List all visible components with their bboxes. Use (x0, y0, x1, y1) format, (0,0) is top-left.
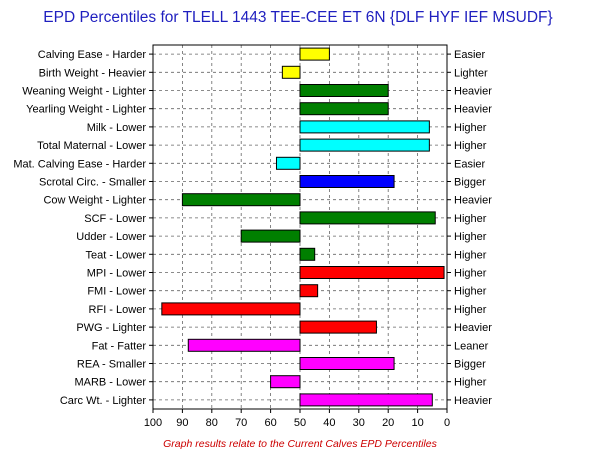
trait-right-label: Higher (454, 268, 487, 280)
bar-rfi-lower (161, 302, 301, 316)
bar-marb-lower (270, 375, 301, 389)
bar-milk-lower (299, 120, 430, 134)
trait-right-label: Higher (454, 140, 487, 152)
x-tick-label: 50 (294, 417, 306, 429)
x-tick-label: 80 (206, 417, 218, 429)
trait-right-label: Higher (454, 231, 487, 243)
bar-calving-ease-harder (299, 47, 330, 61)
chart-title: EPD Percentiles for TLELL 1443 TEE-CEE E… (43, 9, 552, 26)
trait-right-label: Higher (454, 122, 487, 134)
bar-rea-smaller (299, 357, 395, 370)
trait-right-label: Higher (454, 286, 487, 298)
trait-right-label: Bigger (454, 359, 486, 371)
bars (161, 47, 445, 407)
x-axis-ticks: 100 90 80 70 60 50 40 30 20 10 0 (144, 53, 451, 429)
trait-right-label: Heavier (454, 104, 492, 116)
trait-left-label: Yearling Weight - Lighter (26, 104, 146, 116)
x-tick-label: 100 (144, 417, 162, 429)
trait-left-label: Cow Weight - Lighter (43, 195, 146, 207)
trait-right-label: Higher (454, 249, 487, 261)
bar-udder-lower (240, 229, 301, 243)
trait-left-label: Scrotal Circ. - Smaller (39, 177, 146, 189)
trait-left-label: Weaning Weight - Lighter (22, 86, 146, 98)
trait-right-label: Heavier (454, 395, 492, 407)
trait-left-label: Mat. Calving Ease - Harder (13, 158, 146, 170)
trait-left-label: Teat - Lower (85, 249, 146, 261)
trait-left-label: Milk - Lower (87, 122, 147, 134)
bar-birth-weight-heavier (281, 65, 301, 79)
trait-right-label: Heavier (454, 86, 492, 98)
trait-right-label: Higher (454, 304, 487, 316)
trait-left-label: Calving Ease - Harder (38, 49, 147, 61)
bar-mat-calving-ease-harder (275, 156, 301, 170)
trait-left-label: FMI - Lower (87, 286, 146, 298)
trait-right-label: Leaner (454, 340, 489, 352)
trait-left-label: Carc Wt. - Lighter (60, 395, 147, 407)
trait-left-label: Birth Weight - Heavier (39, 67, 147, 79)
trait-right-label: Heavier (454, 322, 492, 334)
trait-left-label: REA - Smaller (77, 359, 146, 371)
trait-left-label: MARB - Lower (74, 377, 146, 389)
trait-right-label: Easier (454, 158, 486, 170)
bar-teat-lower (299, 247, 316, 261)
chart-footnote: Graph results relate to the Current Calv… (163, 438, 437, 450)
trait-left-label: RFI - Lower (89, 304, 147, 316)
trait-left-label: Udder - Lower (76, 231, 146, 243)
bar-carc-wt-lighter (299, 393, 433, 407)
x-tick-label: 30 (353, 417, 365, 429)
bar-scrotal-circ-smaller (299, 175, 395, 188)
trait-right-label: Easier (454, 49, 486, 61)
bar-pwg-lighter (299, 320, 377, 334)
bar-fmi-lower (299, 284, 319, 298)
bar-yearling-weight-lighter (299, 102, 389, 116)
x-tick-label: 0 (444, 417, 450, 429)
grid (152, 45, 448, 409)
trait-left-label: MPI - Lower (87, 268, 147, 280)
bar-fat-fatter (187, 338, 301, 352)
bar-total-maternal-lower (299, 138, 430, 152)
bar-weaning-weight-lighter (299, 84, 389, 97)
trait-right-label: Heavier (454, 195, 492, 207)
x-tick-label: 10 (411, 417, 423, 429)
bar-mpi-lower (299, 266, 445, 279)
bar-cow-weight-lighter (181, 193, 301, 207)
x-tick-label: 40 (323, 417, 335, 429)
x-tick-label: 60 (264, 417, 276, 429)
trait-right-label: Bigger (454, 177, 486, 189)
trait-left-label: PWG - Lighter (76, 322, 146, 334)
trait-left-label: Fat - Fatter (92, 340, 147, 352)
x-tick-label: 70 (235, 417, 247, 429)
bar-scf-lower (299, 211, 436, 225)
trait-right-label: Lighter (454, 67, 488, 79)
trait-left-label: SCF - Lower (84, 213, 146, 225)
x-tick-label: 20 (382, 417, 394, 429)
trait-labels: Calving Ease - Harder Easier Birth Weight … (13, 49, 492, 407)
trait-left-label: Total Maternal - Lower (37, 140, 146, 152)
x-tick-label: 90 (176, 417, 188, 429)
trait-right-label: Higher (454, 213, 487, 225)
trait-right-label: Higher (454, 377, 487, 389)
